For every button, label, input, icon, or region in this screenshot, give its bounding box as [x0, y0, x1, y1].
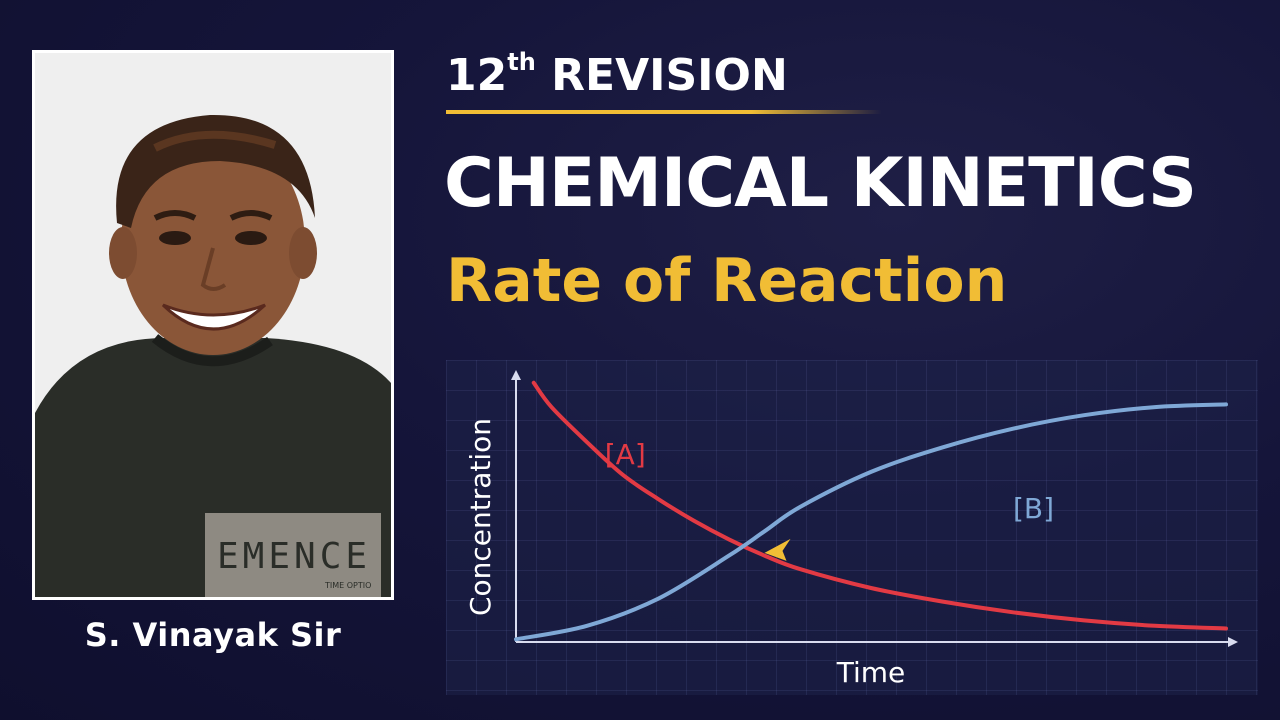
shirt-small-text: TIME OPTIO — [324, 581, 371, 590]
x-axis-label: Time — [836, 656, 906, 689]
presenter-portrait: EMENCE TIME OPTIO — [35, 53, 391, 597]
revision-label: 12th REVISION — [446, 48, 788, 101]
y-axis-arrow — [511, 370, 521, 380]
kinetics-chart: Time Concentration [A] [B] — [464, 370, 1238, 689]
revision-underline — [446, 110, 882, 114]
sub-title: Rate of Reaction — [446, 246, 1008, 316]
series-line-b — [514, 402, 1228, 642]
main-title: CHEMICAL KINETICS — [444, 144, 1197, 223]
revision-number: 12 — [446, 50, 508, 101]
revision-text: REVISION — [551, 50, 788, 101]
presenter-photo: EMENCE TIME OPTIO — [32, 50, 394, 600]
presenter-name: S. Vinayak Sir — [84, 616, 342, 654]
intersection-arrow — [764, 538, 791, 561]
series-label-b: [B] — [1013, 492, 1054, 525]
series-line-a — [531, 380, 1228, 631]
x-axis-arrow — [1228, 637, 1238, 647]
y-axis-label: Concentration — [464, 418, 497, 616]
series-label-a: [A] — [605, 438, 646, 471]
shirt-print: EMENCE — [217, 536, 371, 577]
revision-suffix: th — [507, 48, 536, 77]
chart-panel: Time Concentration [A] [B] — [446, 360, 1258, 695]
